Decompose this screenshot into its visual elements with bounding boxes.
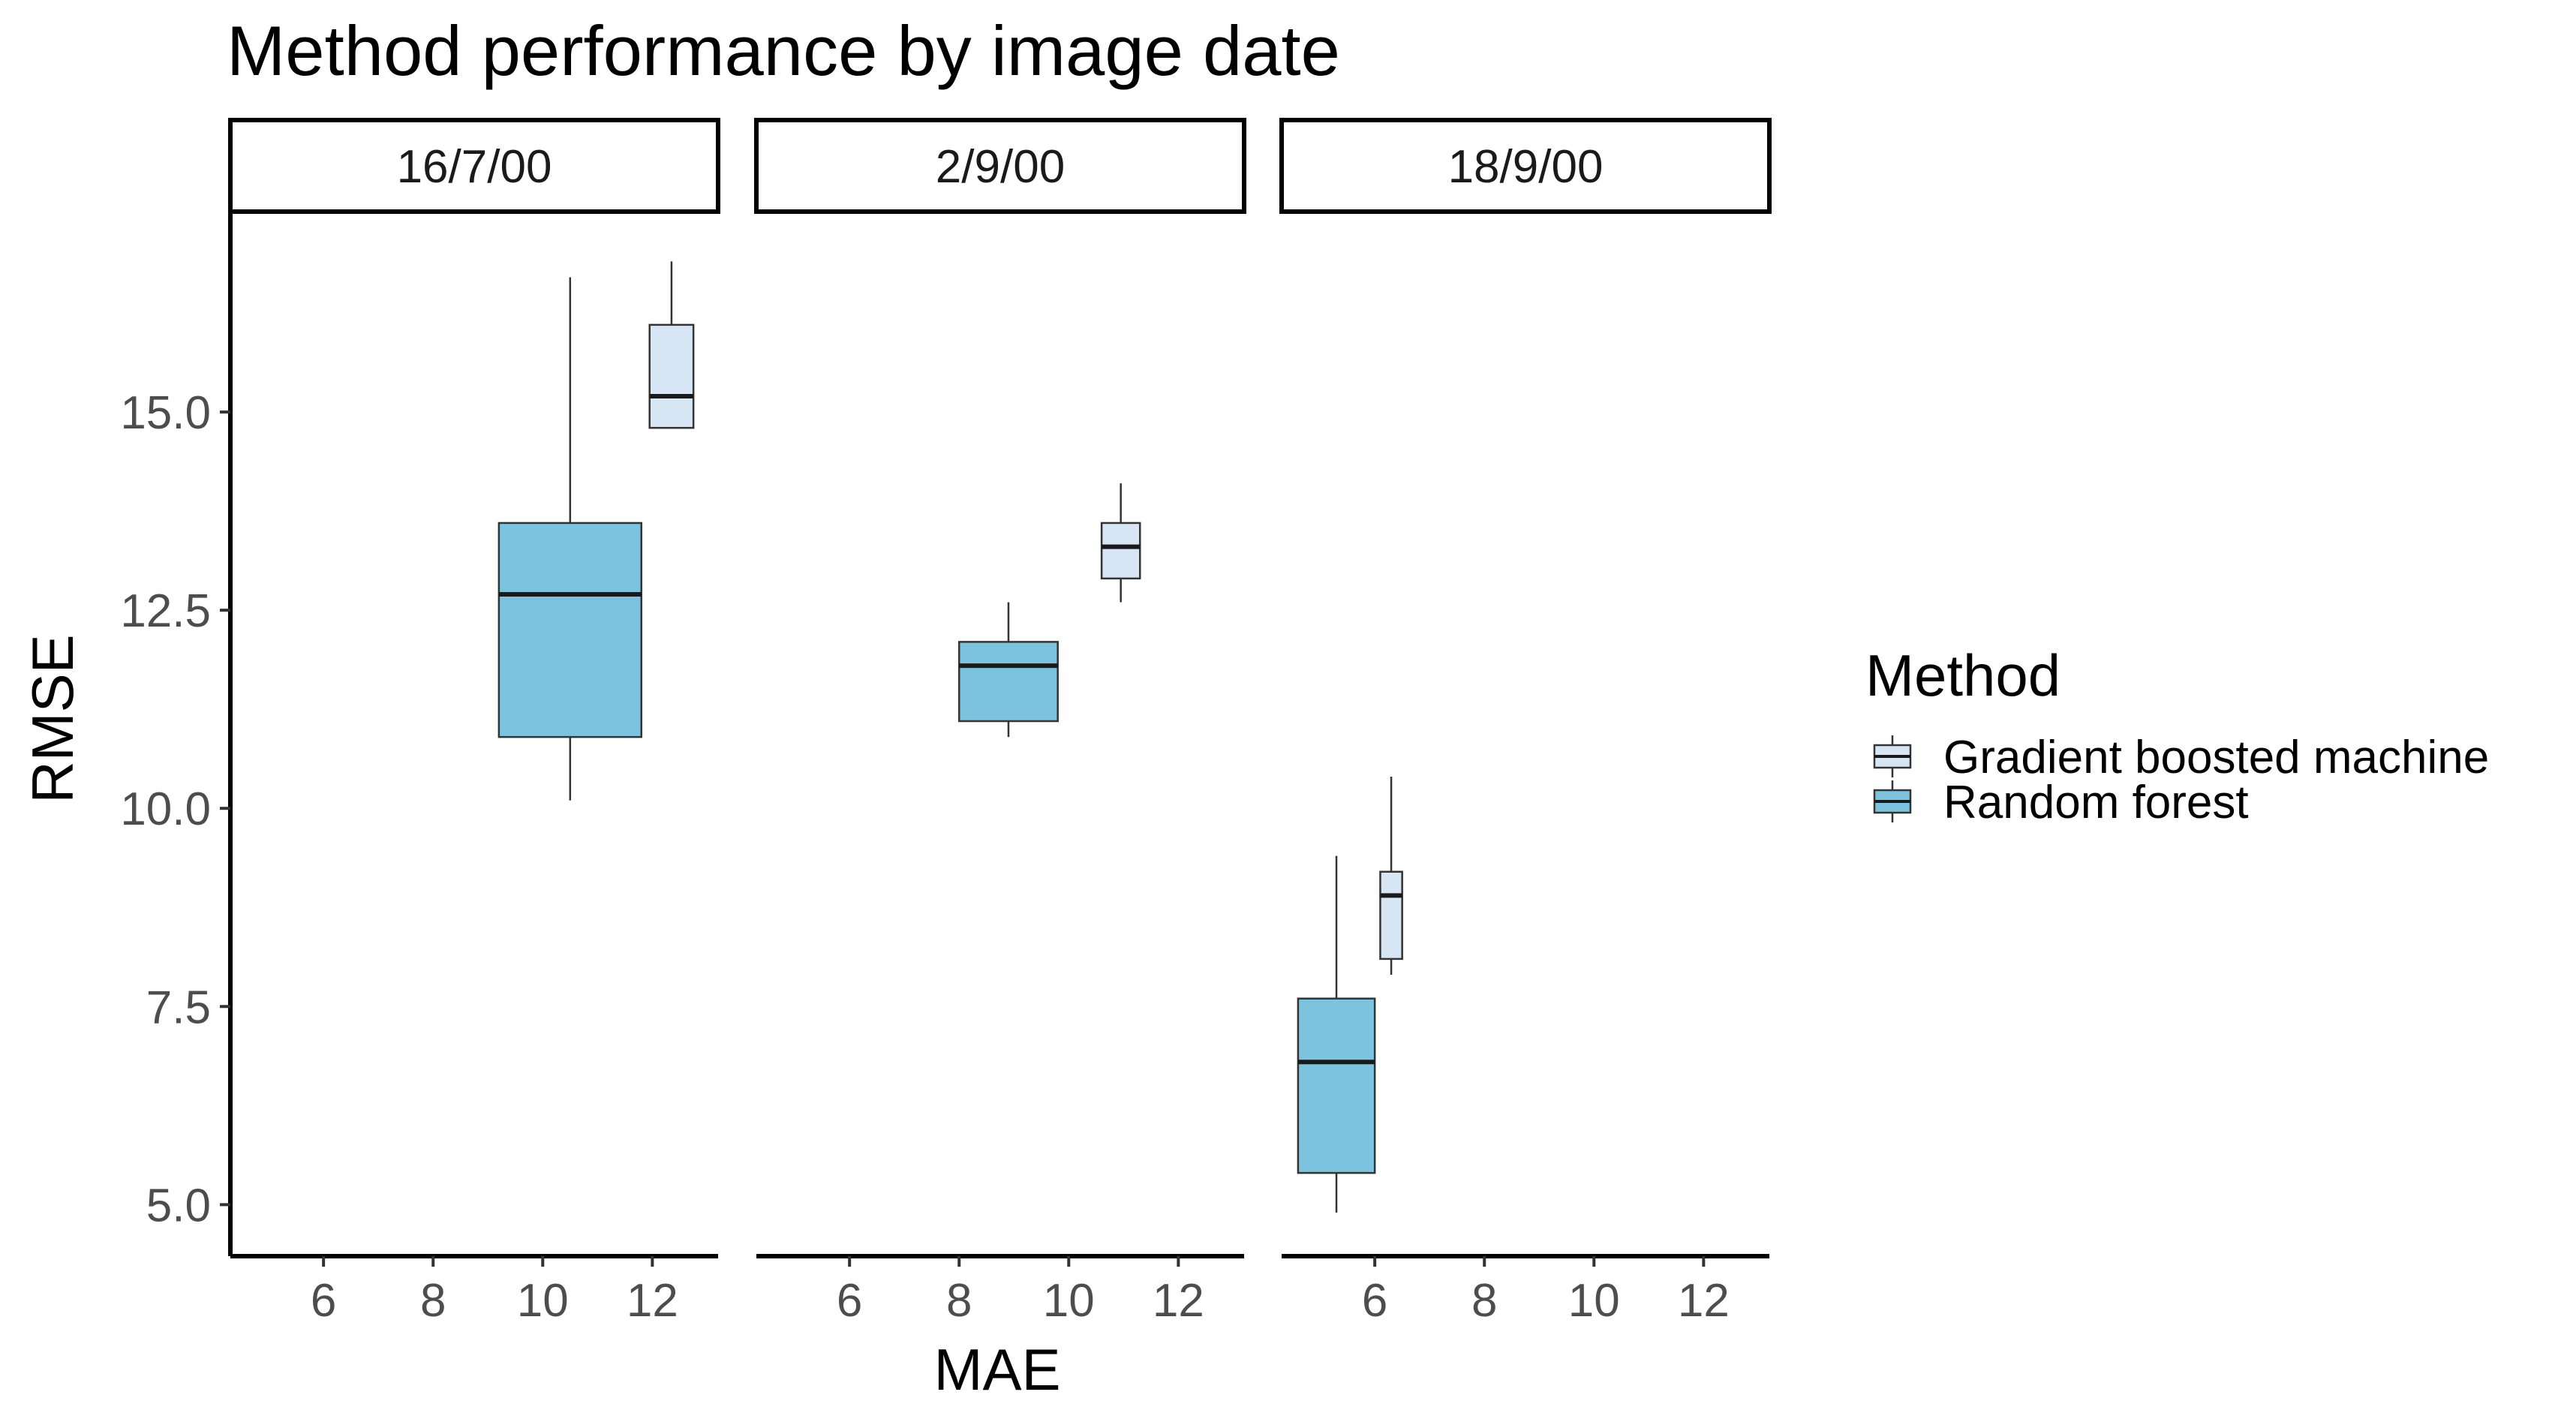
boxplot-gbm <box>1379 776 1403 976</box>
facet-strip-label: 2/9/00 <box>936 141 1065 193</box>
legend-label: Gradient boosted machine <box>1943 732 2489 783</box>
y-tick-label: 5.0 <box>146 1180 211 1231</box>
legend-item: Random forest <box>1873 777 2249 828</box>
boxplot-random-forest <box>1297 855 1376 1213</box>
box <box>957 641 1059 723</box>
facet-panel: 2/9/00 6 8 10 12 <box>754 118 1246 1327</box>
x-tick-label: 8 <box>420 1275 446 1327</box>
x-tick-label: 12 <box>1153 1275 1204 1327</box>
facet-panel: 18/9/00 6 8 10 12 <box>1279 118 1772 1327</box>
boxplot-gbm <box>648 261 695 429</box>
boxplot-random-forest <box>497 277 643 801</box>
facet-strip <box>1279 118 1772 214</box>
y-tick-label: 10.0 <box>120 783 211 835</box>
x-axis-title: MAE <box>933 1336 1060 1402</box>
x-tick-label: 10 <box>1043 1275 1095 1327</box>
x-tick-label: 6 <box>837 1275 862 1327</box>
x-tick-label: 6 <box>311 1275 336 1327</box>
facet-strip <box>228 118 720 214</box>
y-tick-label: 7.5 <box>146 982 211 1033</box>
facet-strip <box>754 118 1246 214</box>
facet-strip-label: 18/9/00 <box>1448 141 1604 193</box>
legend-item: Gradient boosted machine <box>1873 732 2489 783</box>
facet-strip-label: 16/7/00 <box>397 141 552 193</box>
x-tick-label: 12 <box>627 1275 678 1327</box>
legend-label: Random forest <box>1943 777 2249 828</box>
facet-panel: 16/7/00 6 8 10 12 <box>228 118 720 1327</box>
x-tick-label: 12 <box>1678 1275 1730 1327</box>
y-axis-title: RMSE <box>20 634 86 803</box>
x-tick-label: 10 <box>517 1275 569 1327</box>
boxplot-random-forest <box>957 602 1059 738</box>
boxplot-gbm <box>1100 483 1141 603</box>
box <box>648 323 695 429</box>
box <box>1379 870 1403 961</box>
legend-title: Method <box>1865 642 2060 708</box>
x-tick-label: 10 <box>1568 1275 1620 1327</box>
x-tick-label: 6 <box>1362 1275 1387 1327</box>
chart-title: Method performance by image date <box>227 11 1340 90</box>
box <box>1297 997 1376 1174</box>
y-tick-label: 15.0 <box>120 387 211 439</box>
box <box>1100 522 1141 580</box>
x-tick-label: 8 <box>946 1275 972 1327</box>
box <box>497 522 643 738</box>
y-tick-label: 12.5 <box>120 585 211 637</box>
x-tick-label: 8 <box>1471 1275 1497 1327</box>
